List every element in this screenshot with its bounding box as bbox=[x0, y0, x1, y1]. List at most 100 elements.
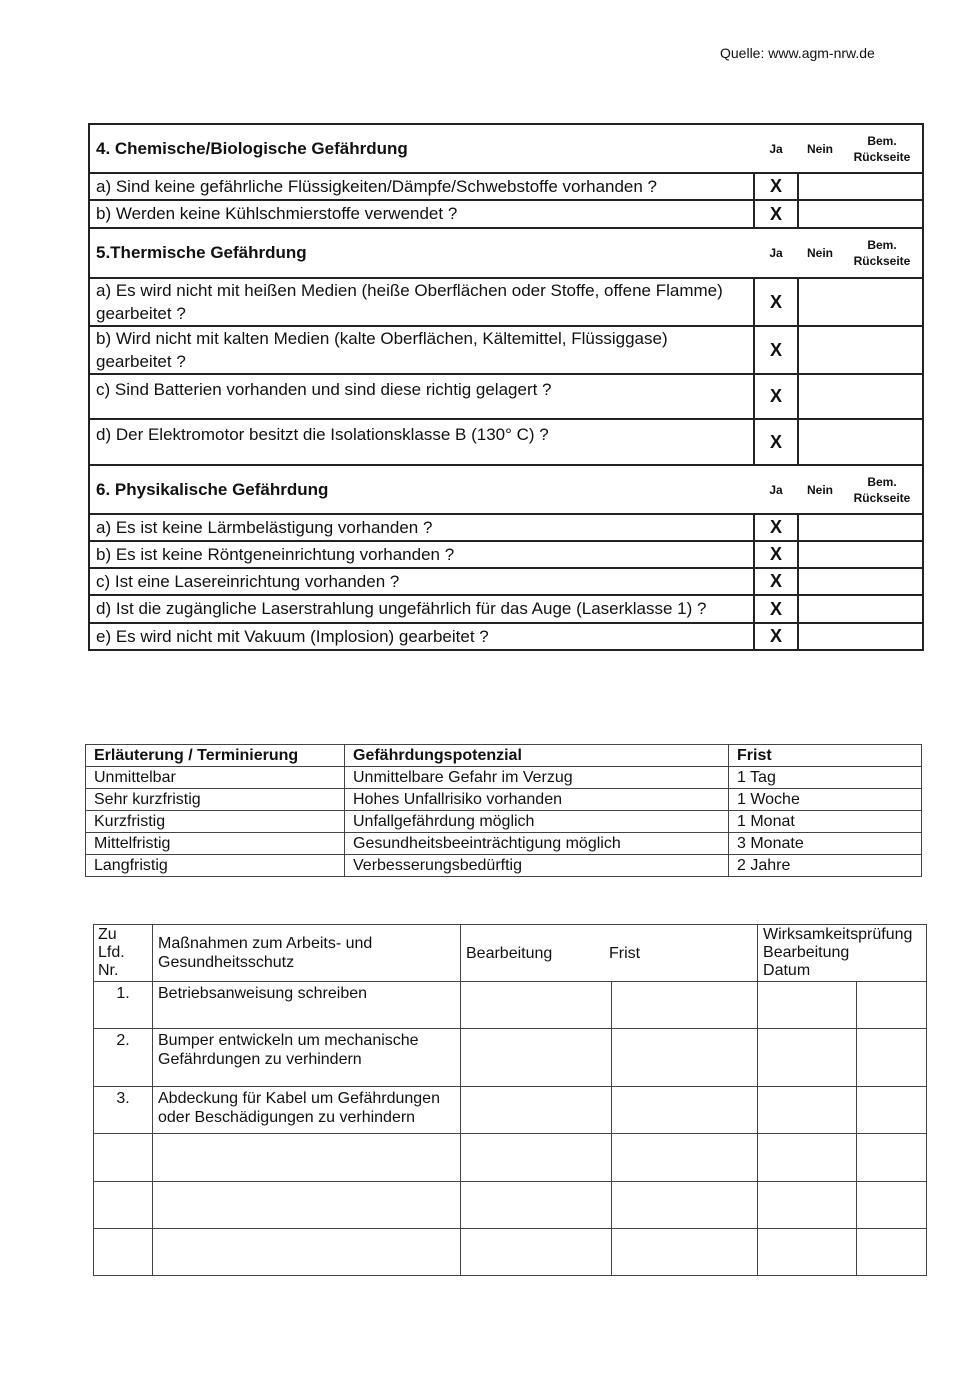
question-text: d) Ist die zugängliche Laserstrahlung un… bbox=[88, 594, 755, 624]
frist-cell[interactable] bbox=[610, 1086, 759, 1134]
wirk-bearbeitung-cell[interactable] bbox=[757, 1086, 858, 1134]
header-frist: Frist bbox=[609, 944, 641, 962]
col-nein-label: Nein bbox=[798, 123, 842, 174]
nein-remark-cell[interactable] bbox=[797, 418, 924, 466]
ja-checkbox[interactable]: X bbox=[753, 594, 799, 624]
nein-remark-cell[interactable] bbox=[797, 325, 924, 375]
measure-text[interactable] bbox=[152, 1133, 461, 1182]
nein-remark-cell[interactable] bbox=[797, 594, 924, 624]
wirk-datum-cell[interactable] bbox=[856, 1086, 928, 1134]
bearbeitung-cell[interactable] bbox=[460, 1228, 612, 1276]
legend-cell: Kurzfristig bbox=[85, 810, 345, 833]
legend-cell: Unmittelbare Gefahr im Verzug bbox=[344, 766, 729, 789]
measure-text-line: Betriebsanweisung schreiben bbox=[158, 985, 368, 1002]
frist-cell[interactable] bbox=[610, 1181, 759, 1229]
measure-text[interactable] bbox=[152, 1181, 461, 1229]
wirk-bearbeitung-cell[interactable] bbox=[757, 1133, 858, 1182]
nein-remark-cell[interactable] bbox=[797, 567, 924, 596]
measure-row bbox=[93, 1181, 928, 1229]
col-bem-label: Bem. Rückseite bbox=[842, 227, 924, 279]
legend-cell: Unmittelbar bbox=[85, 766, 345, 789]
checklist-row: b) Werden keine Kühlschmierstoffe verwen… bbox=[88, 199, 924, 229]
measure-row: 3. Abdeckung für Kabel um Gefährdungen ode… bbox=[93, 1086, 928, 1134]
measure-number: 1. bbox=[93, 981, 153, 1029]
ja-checkbox[interactable]: X bbox=[753, 277, 799, 327]
question-text: a) Es ist keine Lärmbelästigung vorhande… bbox=[88, 513, 755, 542]
checklist-row: a) Es wird nicht mit heißen Medien (heiß… bbox=[88, 277, 924, 327]
source-note: Quelle: www.agm-nrw.de bbox=[720, 45, 875, 61]
legend-cell: Sehr kurzfristig bbox=[85, 788, 345, 811]
wirk-datum-cell[interactable] bbox=[856, 1181, 928, 1229]
ja-checkbox[interactable]: X bbox=[753, 199, 799, 229]
measures-header-row: Zu Lfd. Nr. Maßnahmen zum Arbeits- und Gesun… bbox=[93, 924, 928, 982]
bearbeitung-cell[interactable] bbox=[460, 1028, 612, 1087]
col-nein-label: Nein bbox=[798, 227, 842, 279]
bem-label-line1: Bem. bbox=[867, 474, 897, 489]
bearbeitung-cell[interactable] bbox=[460, 1086, 612, 1134]
nein-remark-cell[interactable] bbox=[797, 277, 924, 327]
ja-checkbox[interactable]: X bbox=[753, 373, 799, 420]
question-text: c) Ist eine Lasereinrichtung vorhanden ? bbox=[88, 567, 755, 596]
header-measure: Maßnahmen zum Arbeits- und Gesundheitssch… bbox=[152, 924, 461, 982]
wirk-bearbeitung-cell[interactable] bbox=[757, 1228, 858, 1276]
frist-cell[interactable] bbox=[610, 1133, 759, 1182]
legend-table: Erläuterung / Terminierung Gefährdungspot… bbox=[85, 744, 922, 877]
measure-text[interactable] bbox=[152, 1228, 461, 1276]
nein-remark-cell[interactable] bbox=[797, 540, 924, 569]
nein-remark-cell[interactable] bbox=[797, 513, 924, 542]
measure-row: 2. Bumper entwickeln um mechanische Gefähr… bbox=[93, 1028, 928, 1087]
ja-checkbox[interactable]: X bbox=[753, 567, 799, 596]
legend-cell: 1 Monat bbox=[728, 810, 922, 833]
col-nein-label: Nein bbox=[798, 464, 842, 515]
header-wirksamkeit: Wirksamkeitsprüfung Bearbeitung Datum bbox=[757, 924, 928, 982]
measure-number bbox=[93, 1181, 153, 1229]
bearbeitung-cell[interactable] bbox=[460, 1133, 612, 1182]
wirk-datum-cell[interactable] bbox=[856, 1028, 928, 1087]
wirk-datum-cell[interactable] bbox=[856, 981, 928, 1029]
measure-text-line: Bumper entwickeln um mechanische bbox=[158, 1032, 419, 1049]
legend-header-row: Erläuterung / Terminierung Gefährdungspot… bbox=[85, 744, 922, 767]
nein-remark-cell[interactable] bbox=[797, 373, 924, 420]
header-wirk-line: Bearbeitung bbox=[763, 944, 850, 961]
header-bearbeitung: Bearbeitung bbox=[466, 944, 553, 962]
measure-text-line: oder Beschädigungen zu verhindern bbox=[158, 1109, 416, 1126]
section-header: 6. Physikalische Gefährdung Ja Nein Bem. Rüc… bbox=[88, 464, 924, 515]
header-measure-line: Maßnahmen zum Arbeits- und bbox=[158, 935, 373, 952]
frist-cell[interactable] bbox=[610, 1028, 759, 1087]
question-text: b) Werden keine Kühlschmierstoffe verwen… bbox=[88, 199, 755, 229]
wirk-bearbeitung-cell[interactable] bbox=[757, 1181, 858, 1229]
ja-checkbox[interactable]: X bbox=[753, 622, 799, 651]
ja-checkbox[interactable]: X bbox=[753, 418, 799, 466]
measure-row bbox=[93, 1133, 928, 1182]
ja-checkbox[interactable]: X bbox=[753, 513, 799, 542]
header-nr-line: Zu bbox=[98, 926, 117, 943]
measure-text[interactable]: Bumper entwickeln um mechanische Gefährdu… bbox=[152, 1028, 461, 1087]
legend-cell: 2 Jahre bbox=[728, 854, 922, 877]
wirk-datum-cell[interactable] bbox=[856, 1228, 928, 1276]
nein-remark-cell[interactable] bbox=[797, 622, 924, 651]
measure-text[interactable]: Betriebsanweisung schreiben bbox=[152, 981, 461, 1029]
ja-checkbox[interactable]: X bbox=[753, 172, 799, 201]
ja-checkbox[interactable]: X bbox=[753, 325, 799, 375]
measure-text[interactable]: Abdeckung für Kabel um Gefährdungen oder … bbox=[152, 1086, 461, 1134]
nein-remark-cell[interactable] bbox=[797, 199, 924, 229]
bearbeitung-cell[interactable] bbox=[460, 981, 612, 1029]
legend-row: Kurzfristig Unfallgefährdung möglich 1 Mon… bbox=[85, 810, 922, 833]
wirk-bearbeitung-cell[interactable] bbox=[757, 981, 858, 1029]
checklist-row: d) Der Elektromotor besitzt die Isolatio… bbox=[88, 418, 924, 466]
nein-remark-cell[interactable] bbox=[797, 172, 924, 201]
frist-cell[interactable] bbox=[610, 1228, 759, 1276]
legend-cell: Hohes Unfallrisiko vorhanden bbox=[344, 788, 729, 811]
legend-header-cell: Gefährdungspotenzial bbox=[344, 744, 729, 767]
checklist-row: b) Es ist keine Röntgeneinrichtung vorha… bbox=[88, 540, 924, 569]
bem-label-line1: Bem. bbox=[867, 133, 897, 148]
checklist-row: c) Ist eine Lasereinrichtung vorhanden ?… bbox=[88, 567, 924, 596]
ja-checkbox[interactable]: X bbox=[753, 540, 799, 569]
frist-cell[interactable] bbox=[610, 981, 759, 1029]
wirk-datum-cell[interactable] bbox=[856, 1133, 928, 1182]
section-title: 4. Chemische/Biologische Gefährdung bbox=[88, 123, 754, 174]
measure-text-line: Gefährdungen zu verhindern bbox=[158, 1051, 362, 1068]
wirk-bearbeitung-cell[interactable] bbox=[757, 1028, 858, 1087]
checklist-row: e) Es wird nicht mit Vakuum (Implosion) … bbox=[88, 622, 924, 651]
bearbeitung-cell[interactable] bbox=[460, 1181, 612, 1229]
